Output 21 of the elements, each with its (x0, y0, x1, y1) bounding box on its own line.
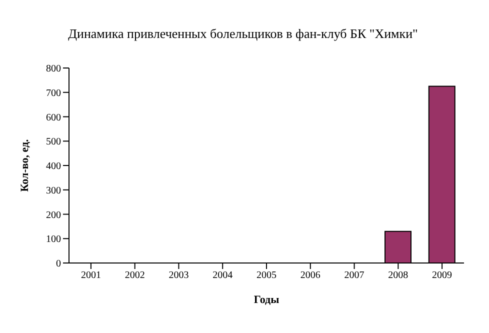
chart-title: Динамика привлеченных болельщиков в фан-клуб БК "Химки" (67, 26, 419, 42)
y-tick-label: 400 (46, 161, 61, 172)
x-tick-label: 2005 (256, 270, 276, 282)
y-tick-label: 100 (46, 234, 61, 246)
x-tick-label: 2006 (300, 270, 320, 282)
y-tick-label: 200 (46, 210, 61, 221)
x-axis-title: Годы (254, 294, 280, 306)
x-tick-label: 2009 (432, 270, 452, 282)
y-tick-label: 300 (46, 185, 61, 196)
x-tick-label: 2002 (124, 270, 145, 282)
x-tick-label: 2004 (212, 270, 233, 282)
x-tick-label: 2003 (168, 270, 189, 282)
y-tick-label: 600 (46, 112, 61, 124)
y-tick-label: 800 (46, 64, 61, 75)
x-tick-label: 2008 (388, 270, 408, 282)
y-tick-label: 700 (46, 88, 61, 99)
y-axis-title: Кол-во, ед. (18, 138, 31, 192)
y-tick-label: 500 (46, 136, 61, 148)
x-tick-label: 2007 (344, 270, 364, 282)
x-tick-label: 2001 (80, 270, 101, 282)
y-tick-label: 0 (56, 258, 61, 270)
